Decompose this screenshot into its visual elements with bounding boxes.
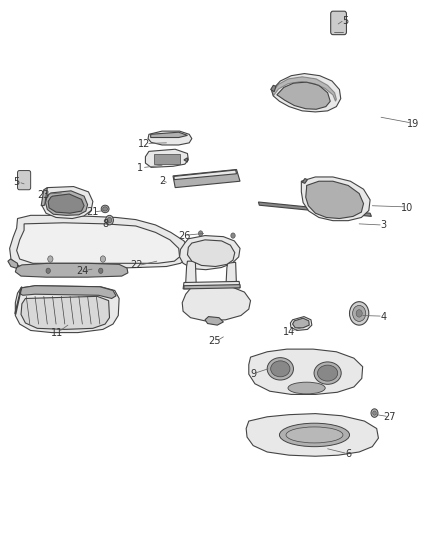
Polygon shape <box>272 77 336 101</box>
Ellipse shape <box>314 362 341 384</box>
Polygon shape <box>21 296 110 329</box>
Circle shape <box>107 217 112 223</box>
Polygon shape <box>148 131 192 145</box>
Ellipse shape <box>267 358 293 380</box>
Circle shape <box>356 310 362 317</box>
Ellipse shape <box>102 207 107 211</box>
Polygon shape <box>226 262 237 288</box>
FancyBboxPatch shape <box>18 171 31 190</box>
Polygon shape <box>19 286 116 298</box>
Polygon shape <box>174 170 237 180</box>
Ellipse shape <box>279 423 350 447</box>
Polygon shape <box>48 194 84 213</box>
Text: 6: 6 <box>346 449 352 459</box>
Text: 1: 1 <box>137 163 143 173</box>
Polygon shape <box>205 317 223 325</box>
Text: 10: 10 <box>401 203 413 213</box>
Ellipse shape <box>101 205 109 213</box>
Circle shape <box>99 268 103 273</box>
Circle shape <box>350 302 369 325</box>
Text: 24: 24 <box>76 266 88 276</box>
Polygon shape <box>184 158 187 162</box>
Polygon shape <box>10 215 189 269</box>
Polygon shape <box>182 286 251 321</box>
Text: 19: 19 <box>406 119 419 128</box>
Circle shape <box>48 256 53 262</box>
Polygon shape <box>290 317 312 330</box>
Polygon shape <box>306 181 364 219</box>
Text: 2: 2 <box>159 176 165 186</box>
Text: 21: 21 <box>86 207 98 217</box>
Polygon shape <box>277 82 330 109</box>
Circle shape <box>353 305 366 321</box>
Polygon shape <box>42 187 93 219</box>
Text: 22: 22 <box>131 261 143 270</box>
Circle shape <box>371 409 378 417</box>
Circle shape <box>106 215 113 225</box>
Polygon shape <box>145 149 188 167</box>
Polygon shape <box>184 285 240 289</box>
Polygon shape <box>186 261 196 286</box>
Text: 8: 8 <box>102 219 108 229</box>
Polygon shape <box>258 202 371 216</box>
Polygon shape <box>46 191 88 215</box>
Polygon shape <box>246 414 378 456</box>
Text: 4: 4 <box>381 312 387 321</box>
Ellipse shape <box>271 361 290 377</box>
Polygon shape <box>301 177 370 221</box>
Polygon shape <box>151 132 187 138</box>
Text: 27: 27 <box>384 412 396 422</box>
Polygon shape <box>41 188 47 206</box>
Polygon shape <box>183 281 240 289</box>
Polygon shape <box>187 240 235 266</box>
Polygon shape <box>272 74 341 112</box>
Polygon shape <box>17 223 180 263</box>
Text: 11: 11 <box>51 328 63 337</box>
Text: 12: 12 <box>138 139 151 149</box>
Text: 5: 5 <box>342 17 348 26</box>
Circle shape <box>100 256 106 262</box>
Polygon shape <box>302 179 307 183</box>
Polygon shape <box>8 259 18 269</box>
Bar <box>154 154 180 164</box>
Polygon shape <box>180 236 240 270</box>
Polygon shape <box>249 349 363 394</box>
Ellipse shape <box>288 382 325 394</box>
Text: 5: 5 <box>14 177 20 187</box>
Polygon shape <box>293 318 309 328</box>
Ellipse shape <box>318 365 338 381</box>
Polygon shape <box>173 169 240 188</box>
Polygon shape <box>15 287 22 314</box>
Text: 26: 26 <box>178 231 190 240</box>
Ellipse shape <box>286 427 343 443</box>
FancyBboxPatch shape <box>331 11 346 35</box>
Text: 14: 14 <box>283 327 295 336</box>
Text: 23: 23 <box>38 190 50 199</box>
Polygon shape <box>15 263 128 277</box>
Polygon shape <box>15 286 119 333</box>
Circle shape <box>46 268 50 273</box>
Circle shape <box>198 231 203 236</box>
Text: 9: 9 <box>250 369 256 379</box>
Text: 3: 3 <box>380 221 386 230</box>
Circle shape <box>373 411 376 415</box>
Polygon shape <box>271 85 276 92</box>
Text: 25: 25 <box>208 336 221 346</box>
Circle shape <box>231 233 235 238</box>
